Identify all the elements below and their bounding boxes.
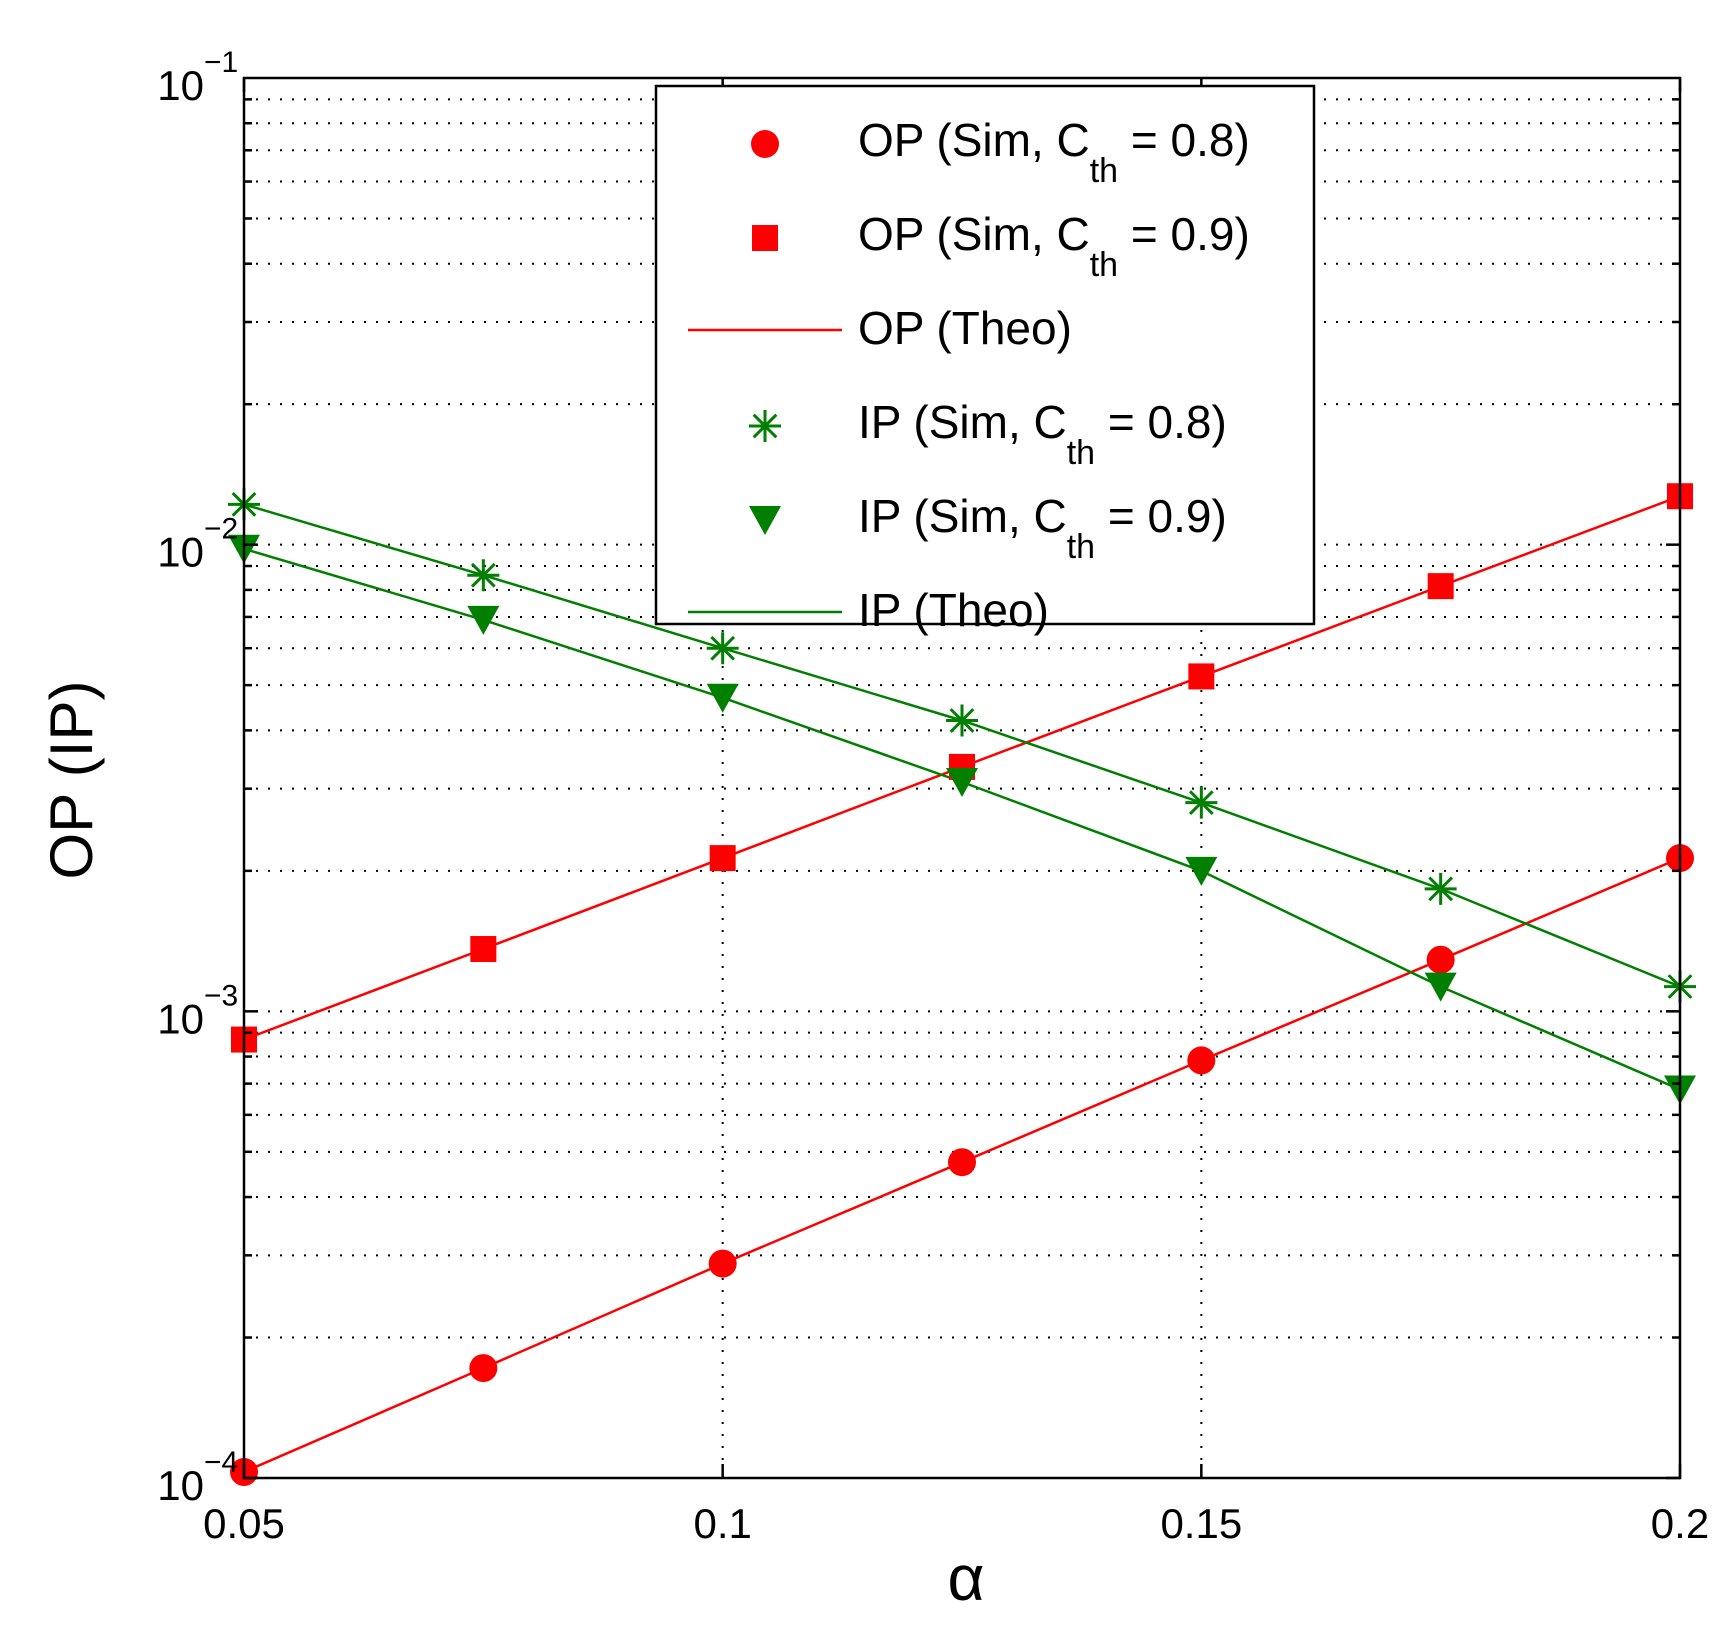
tick-labels: 0.05 0.1 0.15 0.210−410−310−210−1 [157,46,1709,1547]
axis-ticks [242,78,1682,1480]
legend-label: OP (Theo) [858,302,1072,354]
legend-item: OP (Theo) [688,302,1072,354]
legend-label: IP (Sim, Cth = 0.9) [858,490,1227,566]
data-point [469,1354,498,1383]
legend-marker [749,506,781,535]
legend-item: IP (Sim, Cth = 0.8) [749,396,1227,472]
legend: OP (Sim, Cth = 0.8) OP (Sim, Cth = 0.9) OP… [654,84,1316,636]
x-tick-label: 0.05 [203,1500,285,1547]
legend-item: IP (Sim, Cth = 0.9) [749,490,1227,566]
y-tick-label-base: 10 [157,1462,204,1509]
data-point [946,768,978,798]
data-point [1424,872,1457,905]
legend-item: OP (Sim, Cth = 0.9) [752,208,1250,284]
data-point [1427,573,1454,600]
data-point [946,704,978,737]
y-tick-label-exponent: −3 [204,979,238,1012]
legend-marker [752,225,778,251]
legend-marker [751,130,779,158]
data-point [1185,856,1218,886]
data-point [709,845,736,872]
data-point [708,1249,737,1278]
y-tick-label-base: 10 [157,529,204,576]
y-axis-title: OP (IP) [38,681,105,880]
legend-label: OP (Sim, Cth = 0.8) [858,114,1250,190]
data-point [948,1148,976,1177]
y-tick-label: 10 −1 [157,46,238,109]
y-tick-label-exponent: −4 [204,1446,238,1479]
data-point [706,683,739,713]
x-axis-title: α [948,1542,985,1614]
data-point [706,632,739,665]
data-point [1426,945,1455,974]
legend-box [654,84,1316,626]
x-tick-label: 0.1 [693,1500,751,1547]
y-tick-label: 10 −3 [157,979,238,1042]
y-tick-label-base: 10 [157,995,204,1042]
data-point [467,559,500,592]
y-tick-label-exponent: −1 [204,46,238,79]
legend-marker [749,410,781,442]
y-tick-label-exponent: −2 [204,513,238,546]
y-tick-label: 10 −4 [157,1446,238,1509]
legend-label: OP (Sim, Cth = 0.9) [858,208,1250,284]
data-point [470,936,497,963]
y-tick-label: 10 −2 [157,513,238,576]
legend-item: IP (Theo) [688,584,1049,636]
plot-frame [242,76,1682,1480]
y-tick-label-base: 10 [157,62,204,109]
legend-item: OP (Sim, Cth = 0.8) [751,114,1250,190]
data-point [467,605,500,635]
data-point [1188,663,1215,690]
legend-label: IP (Theo) [858,584,1049,636]
legend-label: IP (Sim, Cth = 0.8) [858,396,1227,472]
x-tick-label: 0.2 [1651,1500,1709,1547]
x-tick-label: 0.15 [1160,1500,1242,1547]
data-point [1424,972,1457,1002]
data-point [1185,786,1218,819]
data-point [1187,1046,1216,1075]
